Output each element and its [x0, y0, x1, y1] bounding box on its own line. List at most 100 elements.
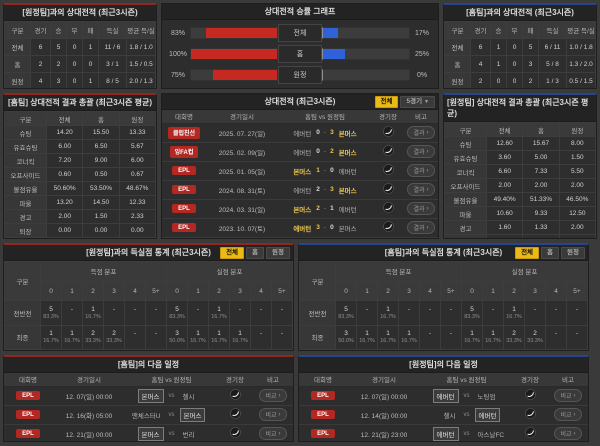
- five-games-dropdown[interactable]: 5경기 ▼: [400, 96, 435, 108]
- count: 5: [49, 305, 53, 313]
- pct: [441, 314, 461, 321]
- cell-draws: 0: [506, 55, 523, 73]
- cell-goals: 1 / 3: [538, 72, 567, 88]
- column-header: 승: [490, 21, 507, 39]
- stat-label: 퇴장: [4, 223, 47, 238]
- filter-home-button[interactable]: 홈: [246, 247, 265, 259]
- stadium-icon[interactable]: [229, 408, 241, 419]
- stat-home: 15.67: [522, 136, 560, 151]
- cell-teams: 에버턴 0-3 본머스: [278, 123, 372, 143]
- filter-all-button[interactable]: 전체: [515, 247, 540, 259]
- stat-away: 6.00: [118, 153, 156, 168]
- compare-label: 비교: [265, 394, 277, 400]
- away-score: 0: [330, 167, 334, 174]
- dist-cell: 5 83.3%: [40, 300, 62, 326]
- result-button[interactable]: 결과 ›: [407, 221, 435, 234]
- away-win-bar: [323, 28, 338, 38]
- column-header: 전체: [45, 111, 84, 126]
- bin-header: 3: [229, 280, 251, 302]
- home-team-name: 본머스: [127, 388, 164, 403]
- result-button[interactable]: 결과 ›: [407, 202, 435, 215]
- cell-goals: 11 / 6: [98, 38, 127, 56]
- result-button[interactable]: 결과 ›: [407, 145, 435, 158]
- stat-home: 0.00: [522, 234, 560, 238]
- column-header: 평균 득/실: [566, 21, 596, 39]
- filter-home-button[interactable]: 홈: [541, 247, 560, 259]
- compare-button[interactable]: 비교 ›: [554, 389, 582, 402]
- cell-competition: EPL: [299, 386, 347, 406]
- stat-all: 12.60: [485, 136, 524, 151]
- bin-header: 5+: [145, 280, 167, 302]
- result-button[interactable]: 결과 ›: [407, 126, 435, 139]
- cell-note: 비교 ›: [253, 405, 293, 425]
- h2h-row: 전체 6 5 0 1 11 / 6 1.8 / 1.0: [4, 38, 156, 56]
- stadium-icon[interactable]: [229, 427, 241, 438]
- team-name-box: 에버턴: [474, 407, 501, 422]
- row-label: 원정: [4, 72, 31, 88]
- compare-button[interactable]: 비교 ›: [554, 408, 582, 421]
- filter-away-button[interactable]: 원정: [266, 247, 290, 259]
- compare-button[interactable]: 비교 ›: [259, 408, 287, 421]
- compare-button[interactable]: 비교 ›: [259, 389, 287, 402]
- cell-competition: 클럽친선: [162, 123, 206, 143]
- stat-label: 파울: [444, 206, 487, 221]
- stadium-icon[interactable]: [524, 408, 536, 419]
- stadium-icon[interactable]: [524, 389, 536, 400]
- compare-button[interactable]: 비교 ›: [554, 427, 582, 440]
- pct: 50.0%: [338, 337, 354, 344]
- dist-cell: 1 16.7%: [208, 300, 230, 326]
- stat-label: 볼점유율: [444, 192, 487, 207]
- panel-title: 상대전적 승률 그래프: [162, 4, 438, 20]
- stadium-icon[interactable]: [382, 202, 394, 213]
- cell-avg-goals: 1.8 / 1.0: [126, 38, 156, 56]
- count: 1: [217, 305, 221, 313]
- stadium-icon[interactable]: [382, 164, 394, 175]
- filter-away-button[interactable]: 원정: [561, 247, 585, 259]
- team-name-box: 본머스: [179, 407, 206, 422]
- cell-teams: 에버턴 3-0 본머스: [278, 218, 372, 238]
- stat-all: 50.60%: [45, 181, 84, 196]
- competition-badge: EPL: [311, 391, 335, 400]
- stadium-icon[interactable]: [382, 126, 394, 137]
- column-header: 경기: [30, 21, 51, 39]
- row-label: 전체: [444, 38, 471, 56]
- table-header-row: 구분 전체 홈 원정: [4, 111, 156, 126]
- stadium-icon[interactable]: [524, 427, 536, 438]
- cell-goals: 5 / 8: [538, 55, 567, 73]
- stadium-icon[interactable]: [382, 183, 394, 194]
- cell-note: 결과 ›: [404, 199, 438, 219]
- stat-all: 7.20: [45, 153, 84, 168]
- pct: [251, 338, 271, 345]
- cell-avg-goals: 0.5 / 1.5: [566, 72, 596, 88]
- pct: 16.7%: [485, 337, 501, 344]
- compare-button[interactable]: 비교 ›: [259, 427, 287, 440]
- dist-cell: -: [61, 300, 83, 326]
- stadium-icon[interactable]: [382, 145, 394, 156]
- dist-cell: 1 16.7%: [482, 324, 504, 350]
- result-button[interactable]: 결과 ›: [407, 183, 435, 196]
- count: 2: [91, 329, 95, 337]
- stat-all: 14.20: [45, 125, 84, 140]
- stat-all: 6.00: [45, 139, 84, 154]
- stat-row: 코너킥 7.20 9.00 6.00: [4, 153, 156, 168]
- stadium-icon[interactable]: [229, 389, 241, 400]
- count: -: [259, 305, 263, 313]
- cell-losses: 5: [522, 38, 539, 56]
- pct: [272, 314, 292, 321]
- cell-date: 2025. 02. 09(일): [206, 142, 278, 162]
- pct: 83.3%: [43, 313, 59, 320]
- dist-cell: 1 16.7%: [377, 324, 399, 350]
- count: -: [575, 305, 579, 313]
- count: 2: [112, 329, 116, 337]
- result-button[interactable]: 결과 ›: [407, 164, 435, 177]
- stadium-icon[interactable]: [382, 221, 394, 232]
- bin-header: 3: [103, 280, 125, 302]
- cell-stadium: [372, 180, 404, 200]
- filter-all-button[interactable]: 전체: [374, 96, 399, 108]
- bin-header: 2: [377, 280, 399, 302]
- away-score: 2: [330, 148, 334, 155]
- column-header: 득실: [538, 21, 567, 39]
- bin-header: 0: [335, 280, 357, 302]
- filter-all-button[interactable]: 전체: [220, 247, 245, 259]
- stat-away: 48.67%: [118, 181, 156, 196]
